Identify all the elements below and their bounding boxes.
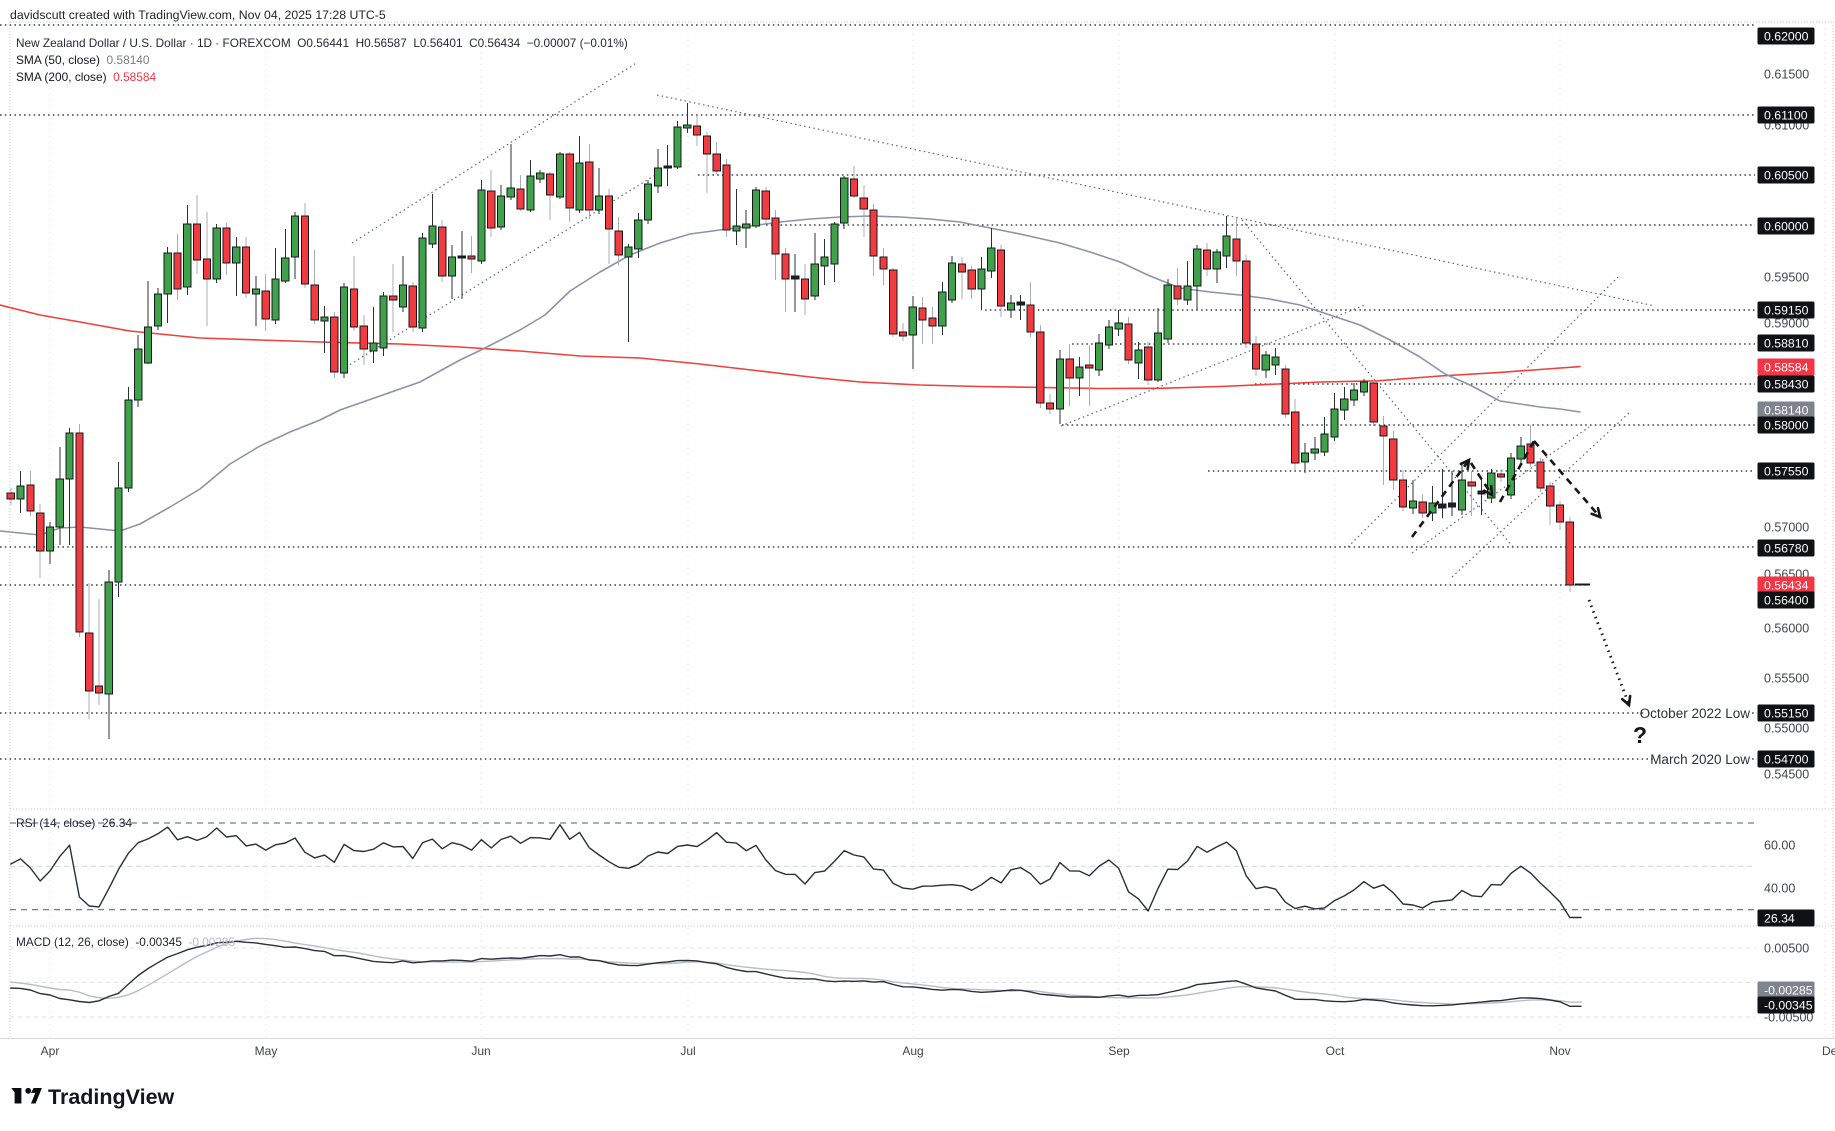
svg-text:0.58584: 0.58584 bbox=[1764, 361, 1809, 375]
svg-text:0.57550: 0.57550 bbox=[1764, 465, 1809, 479]
svg-text:-0.00345: -0.00345 bbox=[1764, 999, 1813, 1013]
svg-text:Sep: Sep bbox=[1108, 1044, 1130, 1058]
svg-text:March 2020 Low: March 2020 Low bbox=[1650, 752, 1750, 767]
svg-text:October 2022 Low: October 2022 Low bbox=[1640, 706, 1751, 721]
svg-text:-0.00500: -0.00500 bbox=[1764, 1011, 1813, 1025]
svg-text:0.59000: 0.59000 bbox=[1764, 317, 1809, 331]
svg-text:0.55500: 0.55500 bbox=[1764, 672, 1809, 686]
svg-text:0.62000: 0.62000 bbox=[1764, 30, 1809, 44]
svg-text:0.55000: 0.55000 bbox=[1764, 722, 1809, 736]
svg-text:Nov: Nov bbox=[1549, 1044, 1570, 1058]
svg-text:-0.00285: -0.00285 bbox=[1764, 984, 1813, 998]
svg-text:0.58810: 0.58810 bbox=[1764, 337, 1809, 351]
svg-text:0.61100: 0.61100 bbox=[1764, 109, 1808, 123]
svg-text:0.57000: 0.57000 bbox=[1764, 521, 1809, 535]
svg-text:0.60000: 0.60000 bbox=[1764, 220, 1809, 234]
svg-text:Apr: Apr bbox=[41, 1044, 60, 1058]
svg-text:0.55150: 0.55150 bbox=[1764, 707, 1809, 721]
svg-text:0.58140: 0.58140 bbox=[1764, 404, 1809, 418]
svg-text:New Zealand Dollar / U.S. Doll: New Zealand Dollar / U.S. Dollar · 1D · … bbox=[16, 36, 628, 50]
svg-text:0.61500: 0.61500 bbox=[1764, 68, 1809, 82]
svg-text:0.60500: 0.60500 bbox=[1764, 169, 1809, 183]
svg-text:0.56000: 0.56000 bbox=[1764, 622, 1809, 636]
svg-text:0.59500: 0.59500 bbox=[1764, 271, 1809, 285]
svg-text:0.58000: 0.58000 bbox=[1764, 419, 1809, 433]
svg-text:Oct: Oct bbox=[1326, 1044, 1345, 1058]
svg-text:0.54500: 0.54500 bbox=[1764, 768, 1809, 782]
svg-text:0.56434: 0.56434 bbox=[1764, 579, 1809, 593]
svg-text:SMA (200, close) 0.58584: SMA (200, close) 0.58584 bbox=[16, 70, 157, 84]
svg-text:RSI (14, close) 26.34: RSI (14, close) 26.34 bbox=[16, 816, 132, 830]
svg-text:0.58430: 0.58430 bbox=[1764, 378, 1809, 392]
svg-text:SMA (50, close) 0.58140: SMA (50, close) 0.58140 bbox=[16, 53, 150, 67]
svg-text:davidscutt created with Tradin: davidscutt created with TradingView.com,… bbox=[10, 8, 386, 22]
svg-text:26.34: 26.34 bbox=[1764, 912, 1795, 926]
svg-text:0.56780: 0.56780 bbox=[1764, 542, 1809, 556]
svg-text:Aug: Aug bbox=[902, 1044, 923, 1058]
svg-text:40.00: 40.00 bbox=[1764, 882, 1795, 896]
svg-text:0.59150: 0.59150 bbox=[1764, 304, 1809, 318]
svg-text:?: ? bbox=[1633, 722, 1647, 748]
svg-text:0.00500: 0.00500 bbox=[1764, 942, 1809, 956]
svg-text:Jul: Jul bbox=[680, 1044, 695, 1058]
svg-text:0.56400: 0.56400 bbox=[1764, 594, 1809, 608]
svg-text:Jun: Jun bbox=[471, 1044, 490, 1058]
svg-text:60.00: 60.00 bbox=[1764, 839, 1795, 853]
svg-text:Dec: Dec bbox=[1822, 1044, 1835, 1058]
svg-text:TradingView: TradingView bbox=[48, 1085, 175, 1109]
svg-text:0.54700: 0.54700 bbox=[1764, 753, 1809, 767]
svg-text:MACD (12, 26, close) -0.00345: MACD (12, 26, close) -0.00345 -0.00285 bbox=[16, 935, 235, 949]
svg-text:May: May bbox=[255, 1044, 278, 1058]
